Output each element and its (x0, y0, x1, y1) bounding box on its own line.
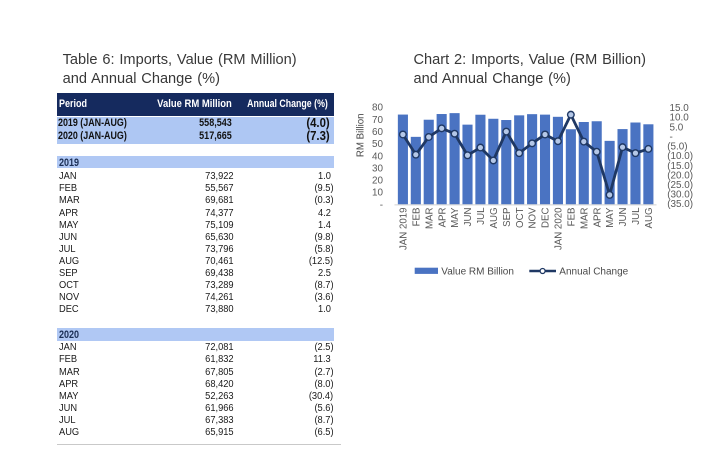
svg-text:JAN 2020: JAN 2020 (554, 207, 565, 250)
svg-text:SEP: SEP (502, 208, 513, 227)
svg-text:10.0: 10.0 (670, 113, 690, 124)
svg-text:80: 80 (372, 103, 383, 114)
svg-text:-: - (670, 132, 673, 143)
svg-text:DEC: DEC (541, 208, 552, 228)
svg-text:MAR: MAR (579, 208, 590, 230)
svg-text:(35.0): (35.0) (667, 199, 693, 210)
svg-text:APR: APR (592, 207, 603, 227)
svg-text:JAN 2019: JAN 2019 (399, 208, 410, 251)
svg-text:APR: APR (437, 207, 448, 227)
svg-text:20: 20 (372, 176, 383, 187)
svg-text:FEB: FEB (566, 208, 577, 227)
svg-text:30: 30 (372, 163, 383, 174)
svg-text:JUN: JUN (618, 208, 629, 227)
svg-text:(30.0): (30.0) (667, 190, 693, 201)
svg-text:OCT: OCT (515, 207, 526, 228)
svg-text:MAY: MAY (605, 207, 616, 228)
svg-text:50: 50 (372, 139, 383, 150)
svg-text:JUL: JUL (476, 207, 487, 225)
svg-text:(25.0): (25.0) (667, 180, 693, 191)
svg-text:RM Billion: RM Billion (356, 113, 367, 157)
svg-text:70: 70 (372, 115, 383, 126)
svg-text:FEB: FEB (411, 208, 422, 227)
svg-text:40: 40 (372, 151, 383, 162)
svg-text:AUG: AUG (644, 208, 655, 229)
svg-text:MAY: MAY (450, 207, 461, 228)
svg-text:(5.0): (5.0) (667, 142, 687, 153)
svg-text:10: 10 (372, 188, 383, 199)
svg-text:-: - (380, 200, 383, 211)
svg-text:NOV: NOV (528, 207, 539, 229)
svg-text:15.0: 15.0 (670, 103, 690, 114)
svg-text:(10.0): (10.0) (667, 151, 693, 162)
svg-text:(20.0): (20.0) (667, 170, 693, 181)
svg-text:Annual Change: Annual Change (559, 266, 628, 277)
svg-text:Value RM Billion: Value RM Billion (441, 266, 514, 277)
svg-text:AUG: AUG (489, 208, 500, 229)
svg-text:JUN: JUN (463, 208, 474, 227)
svg-text:MAR: MAR (424, 208, 435, 230)
svg-text:5.0: 5.0 (670, 122, 684, 133)
svg-text:60: 60 (372, 127, 383, 138)
svg-text:(15.0): (15.0) (667, 161, 693, 172)
svg-text:JUL: JUL (631, 207, 642, 225)
